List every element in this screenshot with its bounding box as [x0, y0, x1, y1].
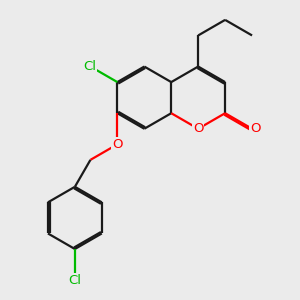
Text: Cl: Cl: [68, 274, 81, 286]
Text: O: O: [112, 138, 123, 151]
Text: O: O: [193, 122, 203, 135]
Text: O: O: [250, 122, 260, 135]
Text: Cl: Cl: [83, 60, 96, 73]
